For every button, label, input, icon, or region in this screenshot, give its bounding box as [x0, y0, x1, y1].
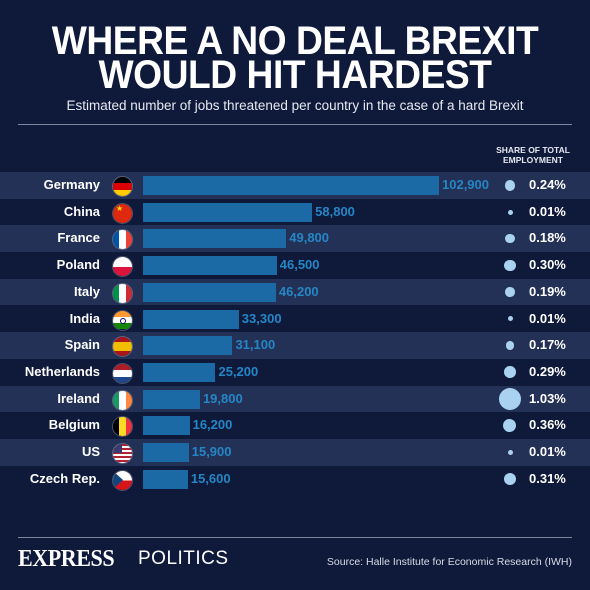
france-flag-icon	[112, 229, 133, 251]
bar	[143, 282, 276, 302]
country-label: Czech Rep.	[29, 470, 100, 486]
bar	[143, 469, 188, 489]
share-value-label: 0.24%	[529, 177, 566, 192]
country-label: China	[63, 203, 100, 219]
share-bubble	[504, 366, 516, 379]
netherlands-flag-icon	[112, 362, 133, 384]
czech-flag-icon	[112, 469, 133, 491]
bar-value-label: 25,200	[218, 363, 259, 379]
share-heading-line-2: EMPLOYMENT	[503, 155, 563, 165]
country-label: Italy	[73, 283, 100, 299]
india-flag-icon	[112, 309, 133, 331]
share-value-label: 0.31%	[529, 470, 566, 486]
spain-flag-icon	[112, 336, 133, 358]
share-bubble	[507, 209, 513, 215]
country-label: Ireland	[57, 390, 100, 406]
chart-row: India 33,300 0.01%	[0, 306, 590, 333]
bar-value-label: 46,500	[279, 257, 320, 273]
italy-flag-icon	[112, 282, 133, 304]
top-divider	[18, 124, 572, 125]
bar-value-label: 19,800	[202, 390, 243, 406]
country-label: France	[57, 230, 100, 246]
chart-row: Germany 102,900 0.24%	[0, 172, 590, 199]
country-label: Belgium	[48, 417, 100, 433]
title-line-2: WOULD HIT HARDEST	[98, 53, 492, 97]
chart-row: France 49,800 0.18%	[0, 225, 590, 253]
share-value-label: 0.29%	[529, 363, 566, 379]
share-bubble	[503, 473, 517, 486]
bar	[143, 416, 190, 436]
share-bubble	[504, 180, 516, 191]
share-bubble	[505, 287, 515, 297]
country-label: US	[81, 444, 100, 459]
share-value-label: 0.18%	[529, 230, 566, 246]
chart-row: China ★ 58,800 0.01%	[0, 199, 590, 226]
politics-label: POLITICS	[138, 548, 229, 569]
chart-row: Spain 31,100 0.17%	[0, 332, 590, 359]
chart-row: Ireland 19,800 1.03%	[0, 385, 590, 413]
country-label: Spain	[64, 337, 100, 353]
bar-value-label: 46,200	[278, 283, 319, 299]
source-note: Source: Halle Institute for Economic Res…	[326, 556, 572, 568]
title-line-1: WHERE A NO DEAL BREXIT	[51, 19, 539, 63]
bar-value-label: 16,200	[192, 417, 233, 433]
bar-value-label: 33,300	[241, 310, 282, 326]
chart-row: Netherlands 25,200 0.29%	[0, 359, 590, 386]
share-bubble	[503, 419, 517, 433]
belgium-flag-icon	[112, 416, 133, 438]
china-flag-icon: ★	[112, 202, 133, 224]
share-value-label: 0.36%	[529, 417, 566, 433]
bar	[143, 229, 287, 249]
us-flag-icon	[112, 443, 133, 464]
country-label: India	[69, 310, 100, 326]
chart-row: Belgium 16,200 0.36%	[0, 412, 590, 439]
bar	[143, 389, 200, 409]
express-logo: EXPRESS	[18, 546, 115, 572]
ireland-flag-icon	[112, 389, 133, 411]
share-bubble	[505, 341, 515, 350]
chart-row: US 15,900 0.01%	[0, 439, 590, 466]
bottom-divider	[18, 537, 572, 538]
share-bubble	[505, 234, 515, 244]
share-column-heading: SHARE OF TOTAL EMPLOYMENT	[478, 145, 588, 165]
share-value-label: 0.01%	[529, 444, 566, 459]
share-value-label: 0.01%	[529, 310, 566, 326]
country-label: Germany	[43, 177, 100, 192]
share-bubble	[504, 259, 516, 272]
share-value-label: 0.30%	[529, 257, 566, 273]
bar	[143, 256, 277, 276]
share-bubble	[499, 387, 521, 410]
chart-row: Czech Rep. 15,600 0.31%	[0, 466, 590, 493]
chart-row: Poland 46,500 0.30%	[0, 252, 590, 279]
bar-value-label: 15,900	[191, 444, 232, 459]
bar-value-label: 49,800	[289, 230, 330, 246]
share-bubble	[507, 316, 513, 322]
bar	[143, 336, 233, 356]
chart-title: WHERE A NO DEAL BREXIT WOULD HIT HARDEST	[21, 19, 570, 97]
bar	[143, 309, 239, 329]
bar-value-label: 15,600	[190, 470, 231, 486]
poland-flag-icon	[112, 256, 133, 278]
chart-subtitle: Estimated number of jobs threatened per …	[66, 98, 524, 113]
share-value-label: 0.19%	[529, 283, 566, 299]
germany-flag-icon	[112, 176, 133, 197]
bar	[143, 176, 439, 195]
bar	[143, 202, 313, 222]
bar-value-label: 102,900	[442, 177, 489, 192]
share-bubble	[507, 449, 513, 455]
bar-value-label: 58,800	[315, 203, 355, 219]
bar-value-label: 31,100	[235, 337, 276, 353]
share-value-label: 0.17%	[529, 337, 566, 353]
chart-row: Italy 46,200 0.19%	[0, 278, 590, 306]
share-value-label: 0.01%	[529, 203, 566, 219]
country-label: Netherlands	[24, 363, 100, 379]
share-value-label: 1.03%	[529, 390, 566, 406]
share-heading-line-1: SHARE OF TOTAL	[496, 145, 570, 155]
bar	[143, 443, 189, 462]
country-label: Poland	[56, 257, 100, 273]
bar	[143, 362, 216, 382]
